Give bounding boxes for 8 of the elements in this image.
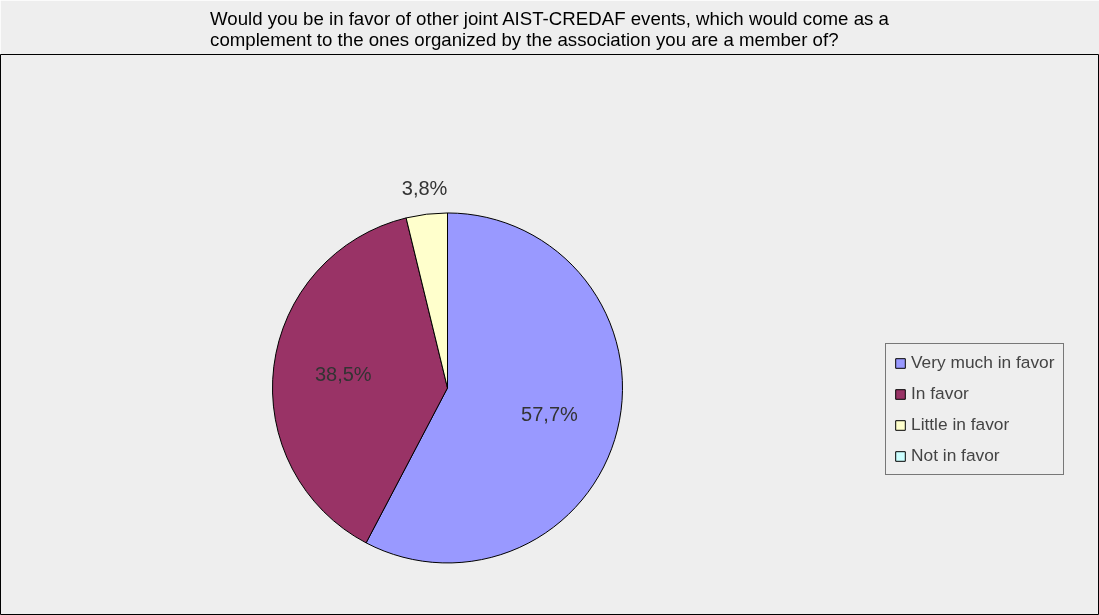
data-label: 3,8% (401, 176, 448, 199)
legend-label: In favor (911, 383, 969, 404)
legend-label: Very much in favor (911, 352, 1055, 373)
legend-label: Little in favor (911, 414, 1010, 435)
legend-label: Not in favor (911, 445, 1000, 466)
data-label: 57,7% (521, 403, 579, 426)
data-label: 38,5% (314, 363, 372, 386)
chart-title: Would you be in favor of other joint AIST-CREDAF events, which would come as a complement to the ones organized by the association you are a member of? (210, 7, 890, 50)
